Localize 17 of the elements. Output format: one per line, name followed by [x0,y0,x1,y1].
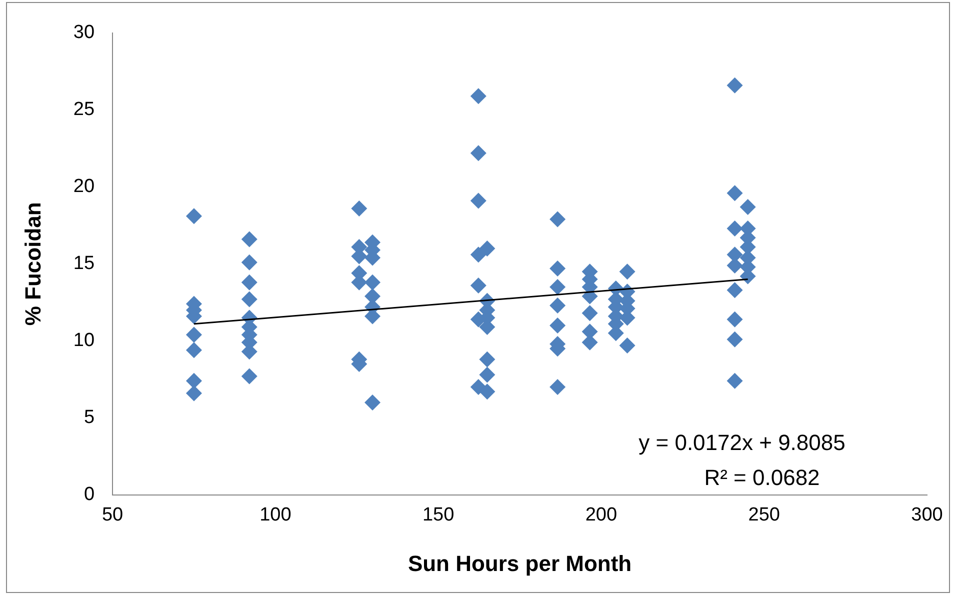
x-tick-label: 250 [748,504,780,526]
x-tick-label: 100 [260,504,292,526]
y-axis-title: % Fucoidan [20,202,46,326]
y-tick-label: 20 [73,176,95,198]
y-tick-label: 15 [73,253,95,274]
y-tick-label: 10 [73,330,95,352]
x-axis-title: Sun Hours per Month [408,550,632,576]
y-tick-label: 0 [84,484,95,506]
y-tick-label: 25 [73,99,95,120]
y-tick-label: 5 [84,407,95,428]
x-tick-label: 50 [102,504,124,526]
annotation: R² = 0.0682 [704,464,820,490]
annotation: y = 0.0172x + 9.8085 [638,430,846,455]
x-tick-label: 300 [911,504,943,526]
y-tick-label: 30 [73,22,95,44]
x-tick-label: 200 [585,504,618,526]
x-tick-label: 150 [422,504,454,526]
